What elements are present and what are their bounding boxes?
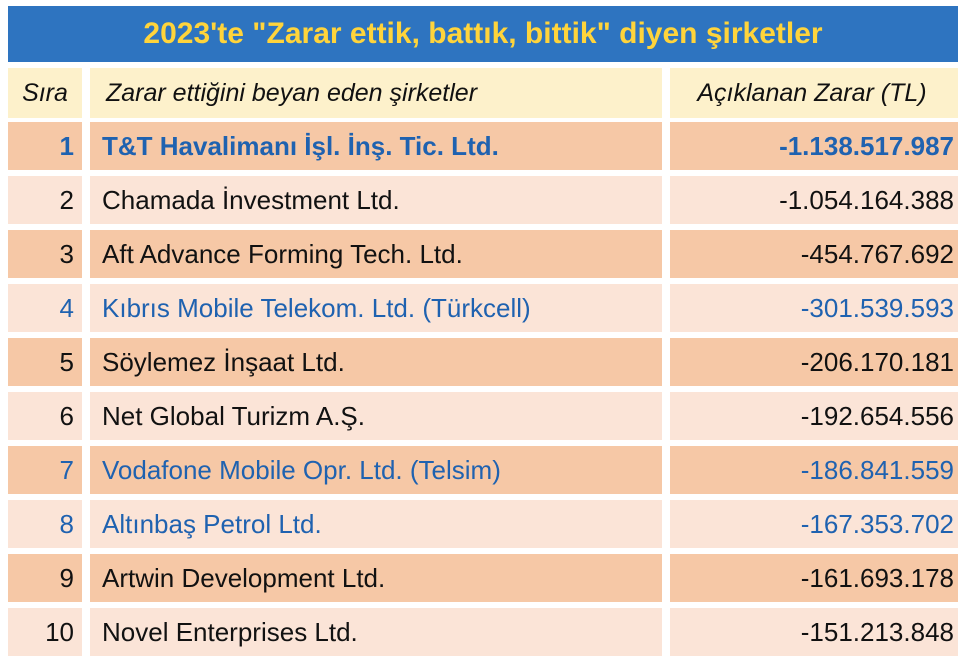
cell-loss: -192.654.556	[670, 392, 958, 440]
header-loss: Açıklanan Zarar (TL)	[670, 68, 958, 118]
cell-rank: 3	[8, 230, 82, 278]
cell-loss: -186.841.559	[670, 446, 958, 494]
cell-rank: 6	[8, 392, 82, 440]
cell-rank: 7	[8, 446, 82, 494]
cell-rank: 4	[8, 284, 82, 332]
cell-company: Vodafone Mobile Opr. Ltd. (Telsim)	[90, 446, 662, 494]
cell-loss: -151.213.848	[670, 608, 958, 656]
cell-company: Novel Enterprises Ltd.	[90, 608, 662, 656]
cell-company: Kıbrıs Mobile Telekom. Ltd. (Türkcell)	[90, 284, 662, 332]
cell-company: Net Global Turizm A.Ş.	[90, 392, 662, 440]
cell-company: T&T Havalimanı İşl. İnş. Tic. Ltd.	[90, 122, 662, 170]
header-rank: Sıra	[8, 68, 82, 118]
cell-company: Söylemez İnşaat Ltd.	[90, 338, 662, 386]
cell-rank: 5	[8, 338, 82, 386]
cell-rank: 8	[8, 500, 82, 548]
cell-loss: -206.170.181	[670, 338, 958, 386]
cell-rank: 1	[8, 122, 82, 170]
cell-company: Chamada İnvestment Ltd.	[90, 176, 662, 224]
cell-loss: -301.539.593	[670, 284, 958, 332]
cell-rank: 10	[8, 608, 82, 656]
cell-loss: -1.138.517.987	[670, 122, 958, 170]
cell-company: Artwin Development Ltd.	[90, 554, 662, 602]
cell-loss: -1.054.164.388	[670, 176, 958, 224]
cell-company: Aft Advance Forming Tech. Ltd.	[90, 230, 662, 278]
cell-rank: 9	[8, 554, 82, 602]
cell-rank: 2	[8, 176, 82, 224]
title: 2023'te "Zarar ettik, battık, bittik" di…	[8, 6, 958, 62]
header-company: Zarar ettiğini beyan eden şirketler	[90, 68, 662, 118]
cell-loss: -454.767.692	[670, 230, 958, 278]
cell-loss: -167.353.702	[670, 500, 958, 548]
cell-company: Altınbaş Petrol Ltd.	[90, 500, 662, 548]
cell-loss: -161.693.178	[670, 554, 958, 602]
